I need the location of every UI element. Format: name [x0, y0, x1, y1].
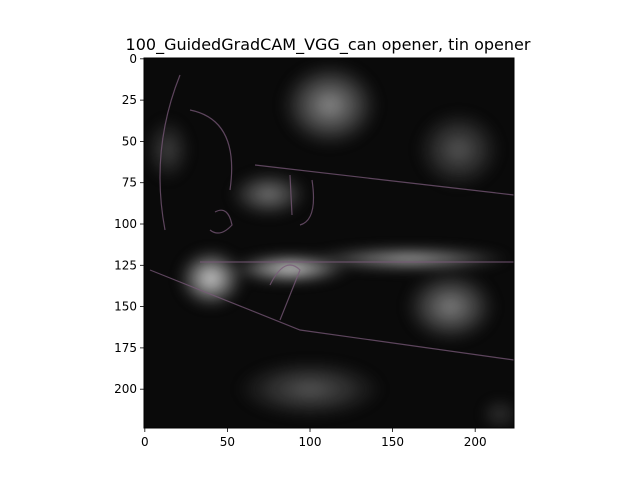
edge-line: [149, 269, 514, 361]
heatmap-hotspots: [144, 62, 514, 428]
x-tick-label: 150: [381, 435, 404, 449]
x-tick-label: 50: [220, 435, 235, 449]
heatmap-hotspot: [229, 171, 309, 218]
edge-line: [289, 174, 315, 226]
y-tick-label: 0: [129, 52, 137, 66]
x-axis: 0 50 100 150 200: [141, 428, 487, 449]
y-tick-label: 75: [122, 176, 137, 190]
heatmap-hotspot: [306, 247, 512, 271]
y-axis: 0 25 50 75 100 125 150 175 200: [114, 52, 144, 396]
object-edges: [149, 74, 514, 361]
plot-frame: [143, 57, 515, 429]
edge-line: [269, 264, 301, 321]
figure-title: 100_GuidedGradCAM_VGG_can opener, tin op…: [126, 35, 531, 55]
edge-line: [209, 209, 233, 234]
heatmap-hotspot: [144, 116, 192, 183]
x-tick-label: 0: [141, 435, 149, 449]
x-tick-label: 200: [464, 435, 487, 449]
y-tick-label: 175: [114, 341, 137, 355]
y-tick-label: 100: [114, 217, 137, 231]
y-tick-label: 125: [114, 258, 137, 272]
edge-line: [189, 109, 233, 191]
y-tick-label: 200: [114, 382, 137, 396]
heatmap-hotspot: [415, 110, 502, 190]
edge-line: [254, 164, 514, 196]
y-tick-label: 25: [122, 93, 137, 107]
heatmap-hotspot: [280, 62, 380, 149]
heatmap-hotspot: [177, 248, 244, 309]
edge-line: [159, 74, 181, 231]
heatmap-hotspot: [235, 359, 385, 419]
y-tick-label: 50: [122, 134, 137, 148]
x-tick-label: 100: [299, 435, 322, 449]
heatmap-hotspot: [404, 270, 497, 343]
y-tick-label: 150: [114, 300, 137, 314]
heatmap-image: [144, 58, 514, 428]
heatmap-hotspot: [480, 397, 514, 428]
